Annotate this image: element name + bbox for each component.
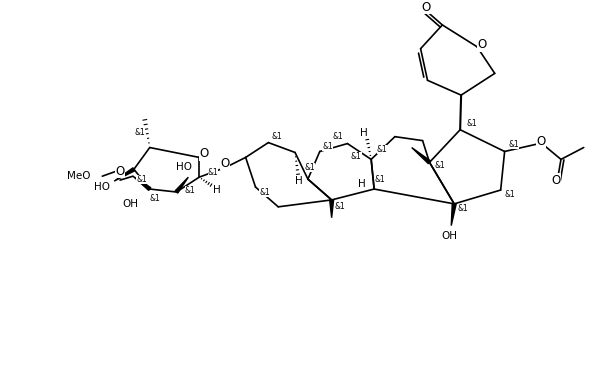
Polygon shape [412,147,431,164]
Text: H: H [361,128,368,138]
Text: H: H [358,179,366,189]
Text: &1: &1 [334,202,345,211]
Text: H: H [295,176,303,186]
Text: &1: &1 [185,185,196,195]
Text: &1: &1 [374,175,385,184]
Text: &1: &1 [136,175,147,184]
Text: O: O [220,157,229,170]
Text: &1: &1 [435,161,446,170]
Polygon shape [175,177,188,193]
Text: &1: &1 [322,142,333,151]
Text: O: O [199,147,209,160]
Text: HO: HO [94,182,110,192]
Polygon shape [114,168,135,181]
Polygon shape [451,204,456,226]
Text: &1: &1 [208,168,218,177]
Text: OH: OH [122,199,138,209]
Text: MeO: MeO [67,171,91,181]
Text: &1: &1 [332,132,343,141]
Text: &1: &1 [458,204,469,213]
Text: O: O [477,38,487,51]
Text: &1: &1 [467,119,478,128]
Text: &1: &1 [351,152,362,161]
Text: &1: &1 [149,195,160,203]
Polygon shape [329,200,334,218]
Text: &1: &1 [508,140,519,149]
Text: H: H [213,185,221,195]
Text: O: O [421,1,430,14]
Text: &1: &1 [504,191,515,200]
Text: &1: &1 [134,128,145,137]
Text: &1: &1 [305,163,315,172]
Text: &1: &1 [272,132,283,141]
Text: HO: HO [176,162,193,172]
Polygon shape [133,176,151,191]
Text: OH: OH [441,231,457,241]
Text: O: O [536,135,546,148]
Text: O: O [115,165,125,178]
Text: &1: &1 [259,188,270,196]
Text: &1: &1 [377,145,388,154]
Text: O: O [551,174,560,187]
